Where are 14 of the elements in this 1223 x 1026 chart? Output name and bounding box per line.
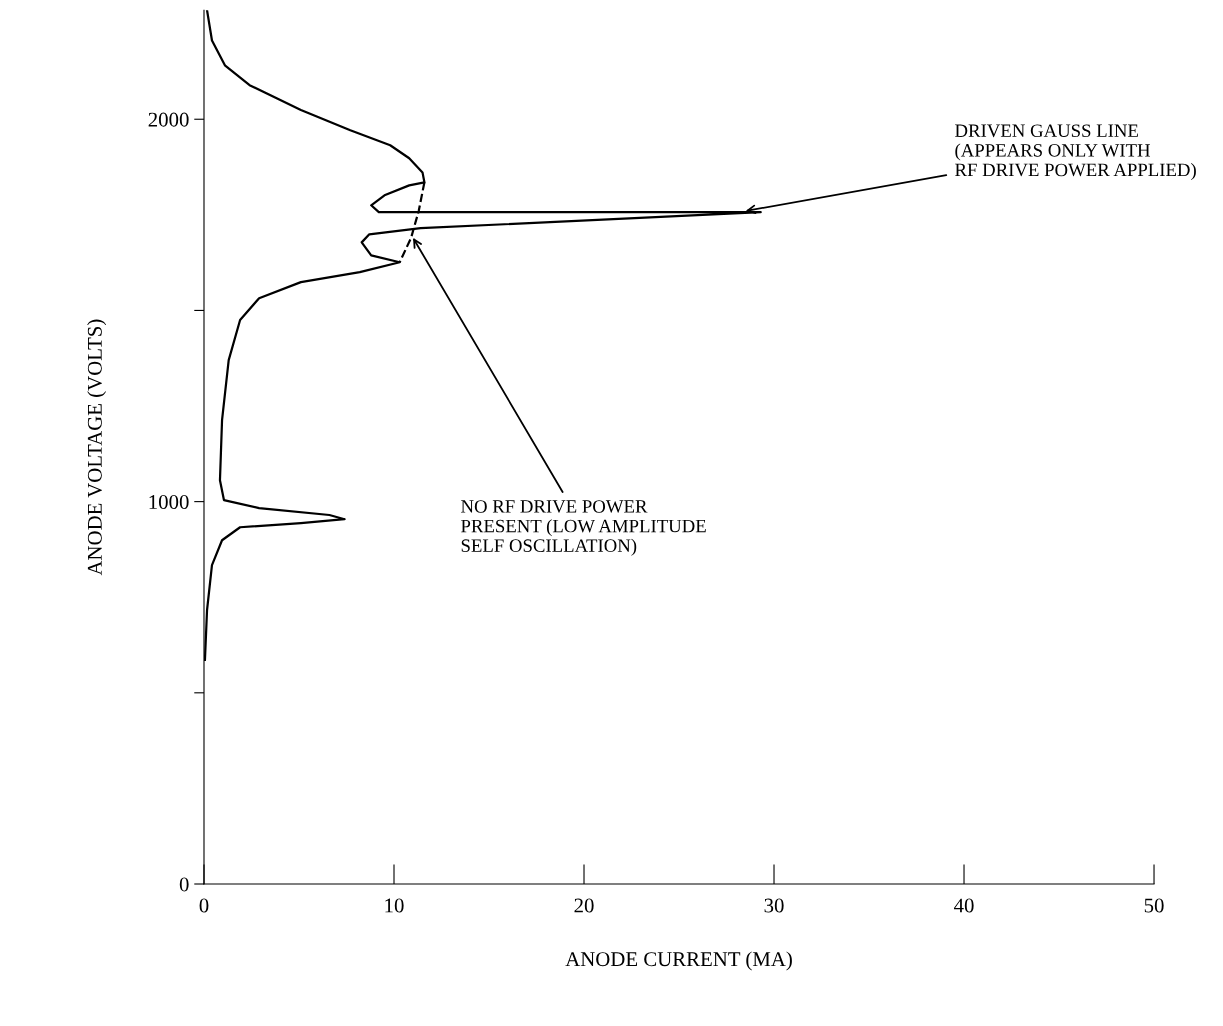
x-tick-label: 10: [385, 898, 404, 913]
x-tick-label: 0: [199, 898, 209, 913]
x-tick-label: 20: [574, 898, 594, 913]
annotation: DRIVEN GAUSS LINE (APPEARS ONLY WITH RF DRIVE POWER APPLIED): [955, 124, 1196, 181]
y-tick-label: 1000: [149, 494, 189, 510]
annotation: NO RF DRIVE POWER PRESENT (LOW AMPLITUDE SELF OSCILLATION): [461, 500, 706, 556]
x-tick-label: 30: [764, 898, 784, 913]
x-axis-title: ANODE CURRENT (MA): [565, 951, 792, 971]
y-tick-label: 0: [179, 877, 189, 892]
x-tick-label: 40: [954, 898, 974, 913]
line-series: [398, 181, 426, 264]
x-tick-label: 50: [1144, 898, 1164, 913]
y-tick-label: 2000: [148, 112, 189, 127]
y-axis-title: ANODE VOLTAGE (VOLTS): [87, 319, 107, 576]
